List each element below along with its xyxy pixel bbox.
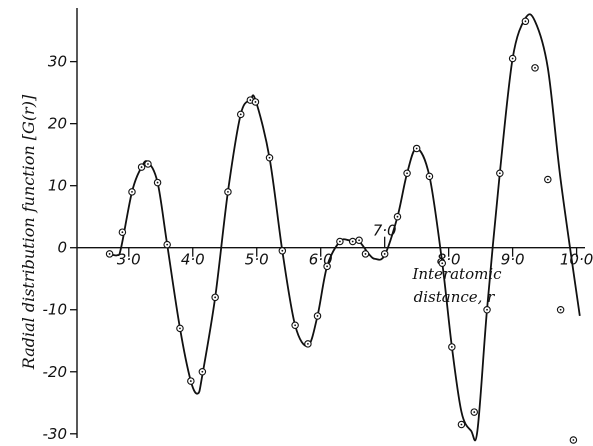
x-tick-label: 10·0 bbox=[560, 251, 593, 269]
data-point bbox=[544, 175, 552, 184]
data-point bbox=[393, 212, 402, 221]
data-points bbox=[105, 17, 578, 444]
y-tick-label: 10 bbox=[48, 177, 67, 195]
data-point bbox=[198, 368, 207, 376]
data-point bbox=[278, 247, 287, 255]
distribution-curve bbox=[109, 13, 581, 442]
x-tick-label: 4·0 bbox=[181, 251, 205, 269]
data-point bbox=[128, 188, 136, 196]
data-point bbox=[323, 262, 331, 271]
data-point bbox=[448, 343, 456, 351]
y-tick-label: 0 bbox=[57, 239, 67, 257]
data-point bbox=[496, 169, 504, 178]
x-axis-ticks: 3·0 4·0 5·0 6·07·08·0 9·0 10·0 bbox=[117, 222, 593, 269]
data-point bbox=[144, 160, 152, 168]
data-point bbox=[187, 377, 195, 385]
data-point bbox=[355, 236, 363, 245]
data-point bbox=[556, 305, 565, 314]
x-tick-label: 7·0 bbox=[373, 222, 397, 240]
data-point bbox=[153, 178, 162, 187]
x-axis-title-line2: distance, r bbox=[414, 288, 496, 306]
data-point bbox=[508, 54, 517, 63]
data-point bbox=[483, 305, 491, 314]
data-point bbox=[236, 110, 245, 119]
plot-area: 3·0 4·0 5·0 6·07·08·0 9·0 10·0 -30-20-1001020… bbox=[43, 8, 593, 444]
data-point bbox=[531, 64, 539, 72]
data-point bbox=[251, 98, 260, 106]
data-point bbox=[438, 259, 447, 267]
data-point bbox=[569, 436, 578, 444]
data-point bbox=[105, 250, 114, 258]
y-tick-label: 30 bbox=[48, 53, 67, 71]
data-point bbox=[291, 321, 299, 329]
y-tick-label: -10 bbox=[43, 301, 68, 319]
data-point bbox=[457, 420, 466, 429]
data-point bbox=[137, 163, 146, 171]
data-point bbox=[361, 250, 370, 258]
data-point bbox=[348, 237, 357, 246]
x-tick-label: 9·0 bbox=[501, 251, 525, 269]
data-point bbox=[380, 250, 389, 258]
y-tick-label: -20 bbox=[43, 363, 68, 381]
x-axis-title-line1: Interatomic bbox=[411, 265, 502, 283]
data-point bbox=[412, 144, 421, 153]
x-tick-label: 3·0 bbox=[117, 251, 141, 269]
y-axis-title: Radial distribution function [G(r)] bbox=[19, 94, 38, 370]
data-point bbox=[313, 312, 322, 320]
data-point bbox=[470, 408, 478, 416]
data-point bbox=[211, 293, 219, 302]
data-point bbox=[118, 228, 127, 236]
data-point bbox=[176, 324, 184, 333]
data-point bbox=[403, 169, 411, 178]
data-point bbox=[304, 340, 312, 348]
data-point bbox=[163, 240, 171, 249]
x-tick-label: 5·0 bbox=[245, 251, 269, 269]
y-axis-ticks: -30 -20 -10 0 10 20 30 bbox=[43, 53, 77, 443]
data-point bbox=[265, 154, 274, 162]
data-point bbox=[224, 188, 232, 196]
data-point bbox=[336, 237, 344, 246]
y-tick-label: -30 bbox=[43, 425, 68, 443]
data-point bbox=[521, 17, 530, 26]
y-tick-label: 20 bbox=[48, 115, 67, 133]
data-point bbox=[425, 172, 434, 181]
